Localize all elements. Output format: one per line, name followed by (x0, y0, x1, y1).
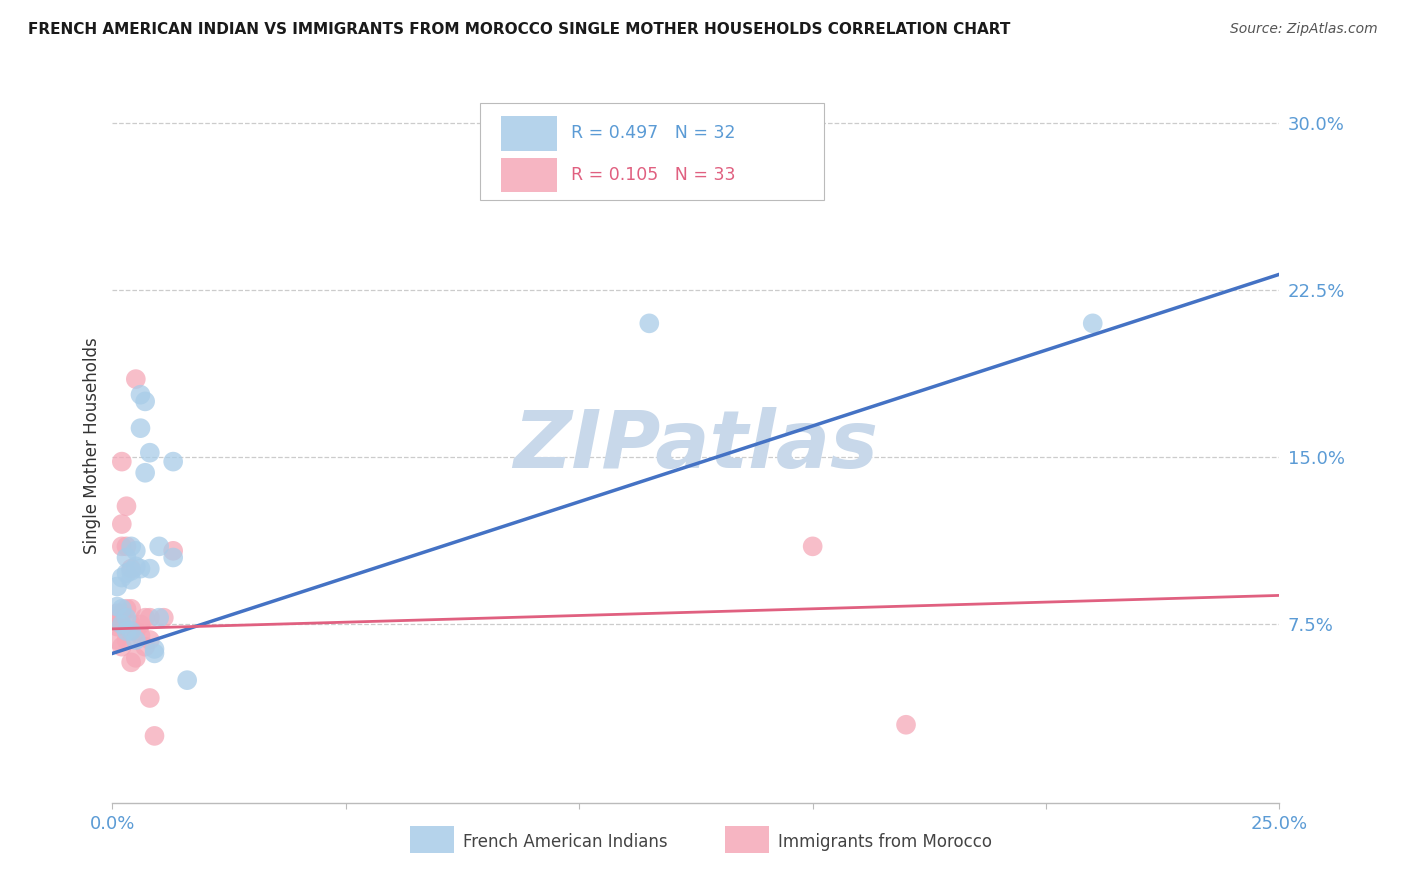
Point (143, 729, 166, 743)
Point (115, 601, 138, 615)
Point (139, 446, 162, 460)
Point (162, 455, 184, 469)
Text: Source: ZipAtlas.com: Source: ZipAtlas.com (1230, 22, 1378, 37)
Point (148, 610, 170, 624)
Point (120, 573, 142, 587)
Text: R = 0.105   N = 33: R = 0.105 N = 33 (571, 166, 735, 184)
Point (134, 610, 156, 624)
Point (134, 394, 156, 409)
FancyBboxPatch shape (479, 103, 824, 200)
Point (105, 580, 128, 594)
Point (162, 550, 184, 565)
Text: French American Indians: French American Indians (463, 833, 668, 851)
Point (129, 617, 152, 632)
Point (120, 617, 142, 632)
Point (139, 633, 162, 648)
Point (105, 615, 128, 630)
Point (801, 539, 824, 553)
Bar (725, 826, 769, 853)
Point (120, 539, 142, 553)
Point (125, 372, 148, 386)
Point (125, 651, 148, 665)
Point (129, 421, 152, 435)
Point (115, 550, 138, 565)
Point (111, 455, 134, 469)
Point (1081, 317, 1104, 331)
Point (105, 599, 128, 614)
Text: Immigrants from Morocco: Immigrants from Morocco (778, 833, 991, 851)
Point (115, 624, 138, 639)
Point (120, 655, 142, 669)
Bar (411, 826, 454, 853)
Point (129, 562, 152, 576)
Point (105, 633, 128, 648)
Point (134, 640, 156, 654)
Point (125, 633, 148, 648)
Text: R = 0.497   N = 32: R = 0.497 N = 32 (571, 125, 735, 143)
Point (129, 628, 152, 642)
Point (120, 601, 142, 615)
Point (111, 640, 134, 654)
Point (111, 617, 134, 632)
Point (125, 559, 148, 574)
Point (894, 717, 917, 731)
Bar (501, 158, 557, 192)
Point (139, 610, 162, 624)
Point (638, 317, 661, 331)
Point (115, 500, 138, 514)
Point (120, 564, 142, 578)
Point (111, 539, 134, 553)
Point (111, 571, 134, 585)
Point (115, 610, 138, 624)
Point (134, 466, 156, 480)
Point (148, 539, 170, 553)
Point (105, 607, 128, 621)
Point (129, 387, 152, 401)
Point (176, 673, 198, 687)
Point (120, 624, 142, 639)
Point (143, 646, 166, 660)
Point (153, 610, 176, 624)
Point (111, 517, 134, 532)
Y-axis label: Single Mother Households: Single Mother Households (83, 338, 101, 554)
Point (139, 562, 162, 576)
Point (111, 607, 134, 621)
Point (111, 601, 134, 615)
Point (139, 690, 162, 705)
Point (111, 617, 134, 632)
Point (125, 624, 148, 639)
Text: FRENCH AMERICAN INDIAN VS IMMIGRANTS FROM MOROCCO SINGLE MOTHER HOUSEHOLDS CORRE: FRENCH AMERICAN INDIAN VS IMMIGRANTS FRO… (28, 22, 1011, 37)
Point (115, 566, 138, 580)
Point (105, 619, 128, 633)
Bar (501, 116, 557, 151)
Point (125, 543, 148, 558)
Text: ZIPatlas: ZIPatlas (513, 407, 879, 485)
Point (162, 543, 184, 558)
Point (143, 642, 166, 657)
Point (120, 562, 142, 576)
Point (115, 539, 138, 553)
Point (115, 633, 138, 648)
